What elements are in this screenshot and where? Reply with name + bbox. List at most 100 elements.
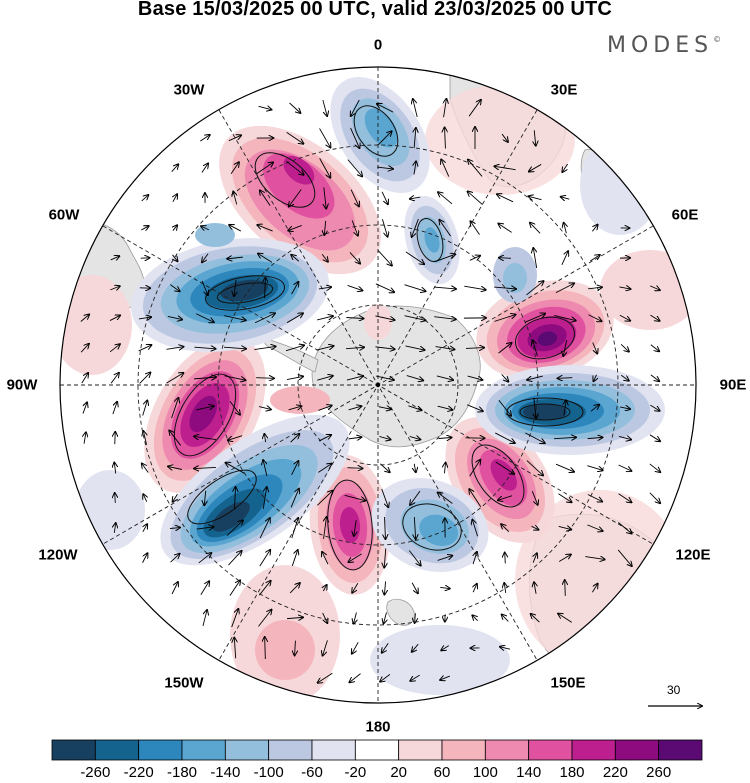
wind-vector (231, 609, 239, 628)
wind-vector (649, 434, 660, 441)
wind-vector (382, 219, 387, 236)
wind-vector (377, 250, 392, 265)
wind-vector (318, 287, 331, 289)
wind-vector (322, 612, 328, 623)
wind-vector (555, 463, 574, 472)
colorbar-tick-label: 60 (433, 764, 451, 781)
wind-vector (295, 640, 296, 656)
wind-vector (265, 637, 266, 660)
wind-vector (351, 99, 360, 116)
modes-logo: MODES© (607, 33, 721, 58)
map-disc (60, 67, 696, 703)
wind-vector (470, 221, 480, 235)
lon-label-30w: 30W (173, 81, 205, 99)
wind-vector (385, 516, 386, 539)
lon-label-120w: 120W (38, 546, 78, 564)
wind-vector (558, 554, 571, 562)
wind-vector (173, 494, 178, 501)
wind-vector (348, 406, 362, 410)
wind-vector (404, 284, 425, 292)
wind-vector (588, 314, 601, 321)
wind-vector (414, 162, 416, 175)
wind-vector (291, 518, 298, 539)
colorbar-swatch (181, 739, 226, 761)
anomaly-high-60e (476, 280, 614, 380)
wind-vector (354, 520, 356, 536)
wind-vector (434, 287, 456, 289)
colorbar-swatch (484, 739, 530, 761)
wind-vector (533, 340, 538, 356)
wind-vector (620, 344, 629, 351)
wind-vector (115, 493, 116, 503)
wind-vector (258, 106, 272, 109)
wind-vector (202, 253, 209, 263)
wind-vector (410, 674, 420, 681)
wind-vector (553, 437, 576, 438)
wind-vector (650, 404, 659, 411)
colorbar-tick-label: 20 (390, 764, 407, 781)
wind-vector (265, 278, 266, 299)
anomaly-weak-pos (60, 275, 132, 375)
wind-vector (495, 432, 515, 443)
wind-vector (650, 344, 659, 352)
wind-vector (413, 99, 418, 118)
colorbar-swatch (268, 739, 313, 761)
wind-vector (531, 614, 540, 623)
lon-label-60e: 60E (671, 206, 699, 224)
wind-vector (114, 463, 115, 474)
wind-vector (193, 377, 216, 379)
wind-vector (587, 465, 602, 471)
wind-vector (434, 317, 456, 320)
wind-vector (173, 194, 177, 202)
colorbar-swatch (614, 739, 660, 761)
wind-vector (318, 406, 331, 411)
lon-label-30e: 30E (550, 81, 578, 99)
wind-vector (438, 493, 453, 504)
lon-label-150e: 150E (550, 674, 586, 692)
wind-vector (168, 467, 182, 470)
wind-vector (323, 585, 326, 592)
wind-vector (505, 553, 506, 564)
anomaly-low-small (503, 263, 527, 293)
wind-vector (618, 493, 632, 503)
wind-vector (288, 225, 302, 230)
colorbar-tick-label: -260 (80, 764, 111, 781)
wind-vector (348, 437, 362, 439)
wind-vector (138, 317, 151, 319)
wind-vector (414, 516, 415, 539)
wind-vector (473, 584, 477, 593)
wind-vector (590, 405, 599, 412)
wind-vector (440, 587, 450, 588)
wind-vector (497, 194, 514, 203)
wind-vector (194, 467, 216, 468)
wind-vector (498, 495, 513, 501)
wind-vector (288, 406, 302, 410)
wind-vector (408, 405, 421, 410)
wind-vector (234, 279, 236, 296)
colorbar-swatch (528, 739, 573, 761)
antarctic-peninsula (264, 339, 319, 373)
wind-vector (504, 583, 505, 594)
wind-vectors (80, 99, 660, 683)
wind-vector (585, 557, 604, 560)
wind-vector (468, 191, 483, 205)
wind-vector (256, 162, 273, 174)
wind-vector (347, 159, 362, 177)
wind-vector (439, 220, 451, 237)
wind-vector (592, 584, 597, 593)
wind-vector (139, 373, 151, 384)
wind-vector (195, 313, 214, 323)
wind-vector (109, 315, 120, 321)
wind-vector (587, 524, 602, 531)
wind-vector (592, 342, 598, 353)
wind-vector (534, 397, 536, 419)
wind-vector (80, 344, 89, 353)
pole-marker (375, 382, 381, 388)
wind-vector (377, 167, 393, 169)
wind-vector (438, 438, 452, 439)
wind-vector (618, 464, 632, 471)
wind-vector (444, 99, 447, 118)
wind-vector (172, 254, 177, 261)
wind-vector (467, 404, 483, 411)
